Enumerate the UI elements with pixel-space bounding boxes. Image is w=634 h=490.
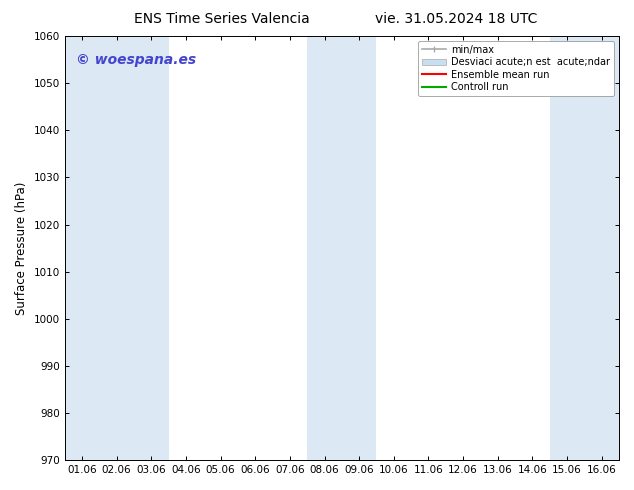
Y-axis label: Surface Pressure (hPa): Surface Pressure (hPa) <box>15 181 28 315</box>
Legend: min/max, Desviaci acute;n est  acute;ndar, Ensemble mean run, Controll run: min/max, Desviaci acute;n est acute;ndar… <box>418 41 614 96</box>
Bar <box>550 36 619 460</box>
Text: © woespana.es: © woespana.es <box>75 53 196 67</box>
Text: ENS Time Series Valencia: ENS Time Series Valencia <box>134 12 310 26</box>
Text: vie. 31.05.2024 18 UTC: vie. 31.05.2024 18 UTC <box>375 12 538 26</box>
Bar <box>65 36 169 460</box>
Bar <box>307 36 377 460</box>
